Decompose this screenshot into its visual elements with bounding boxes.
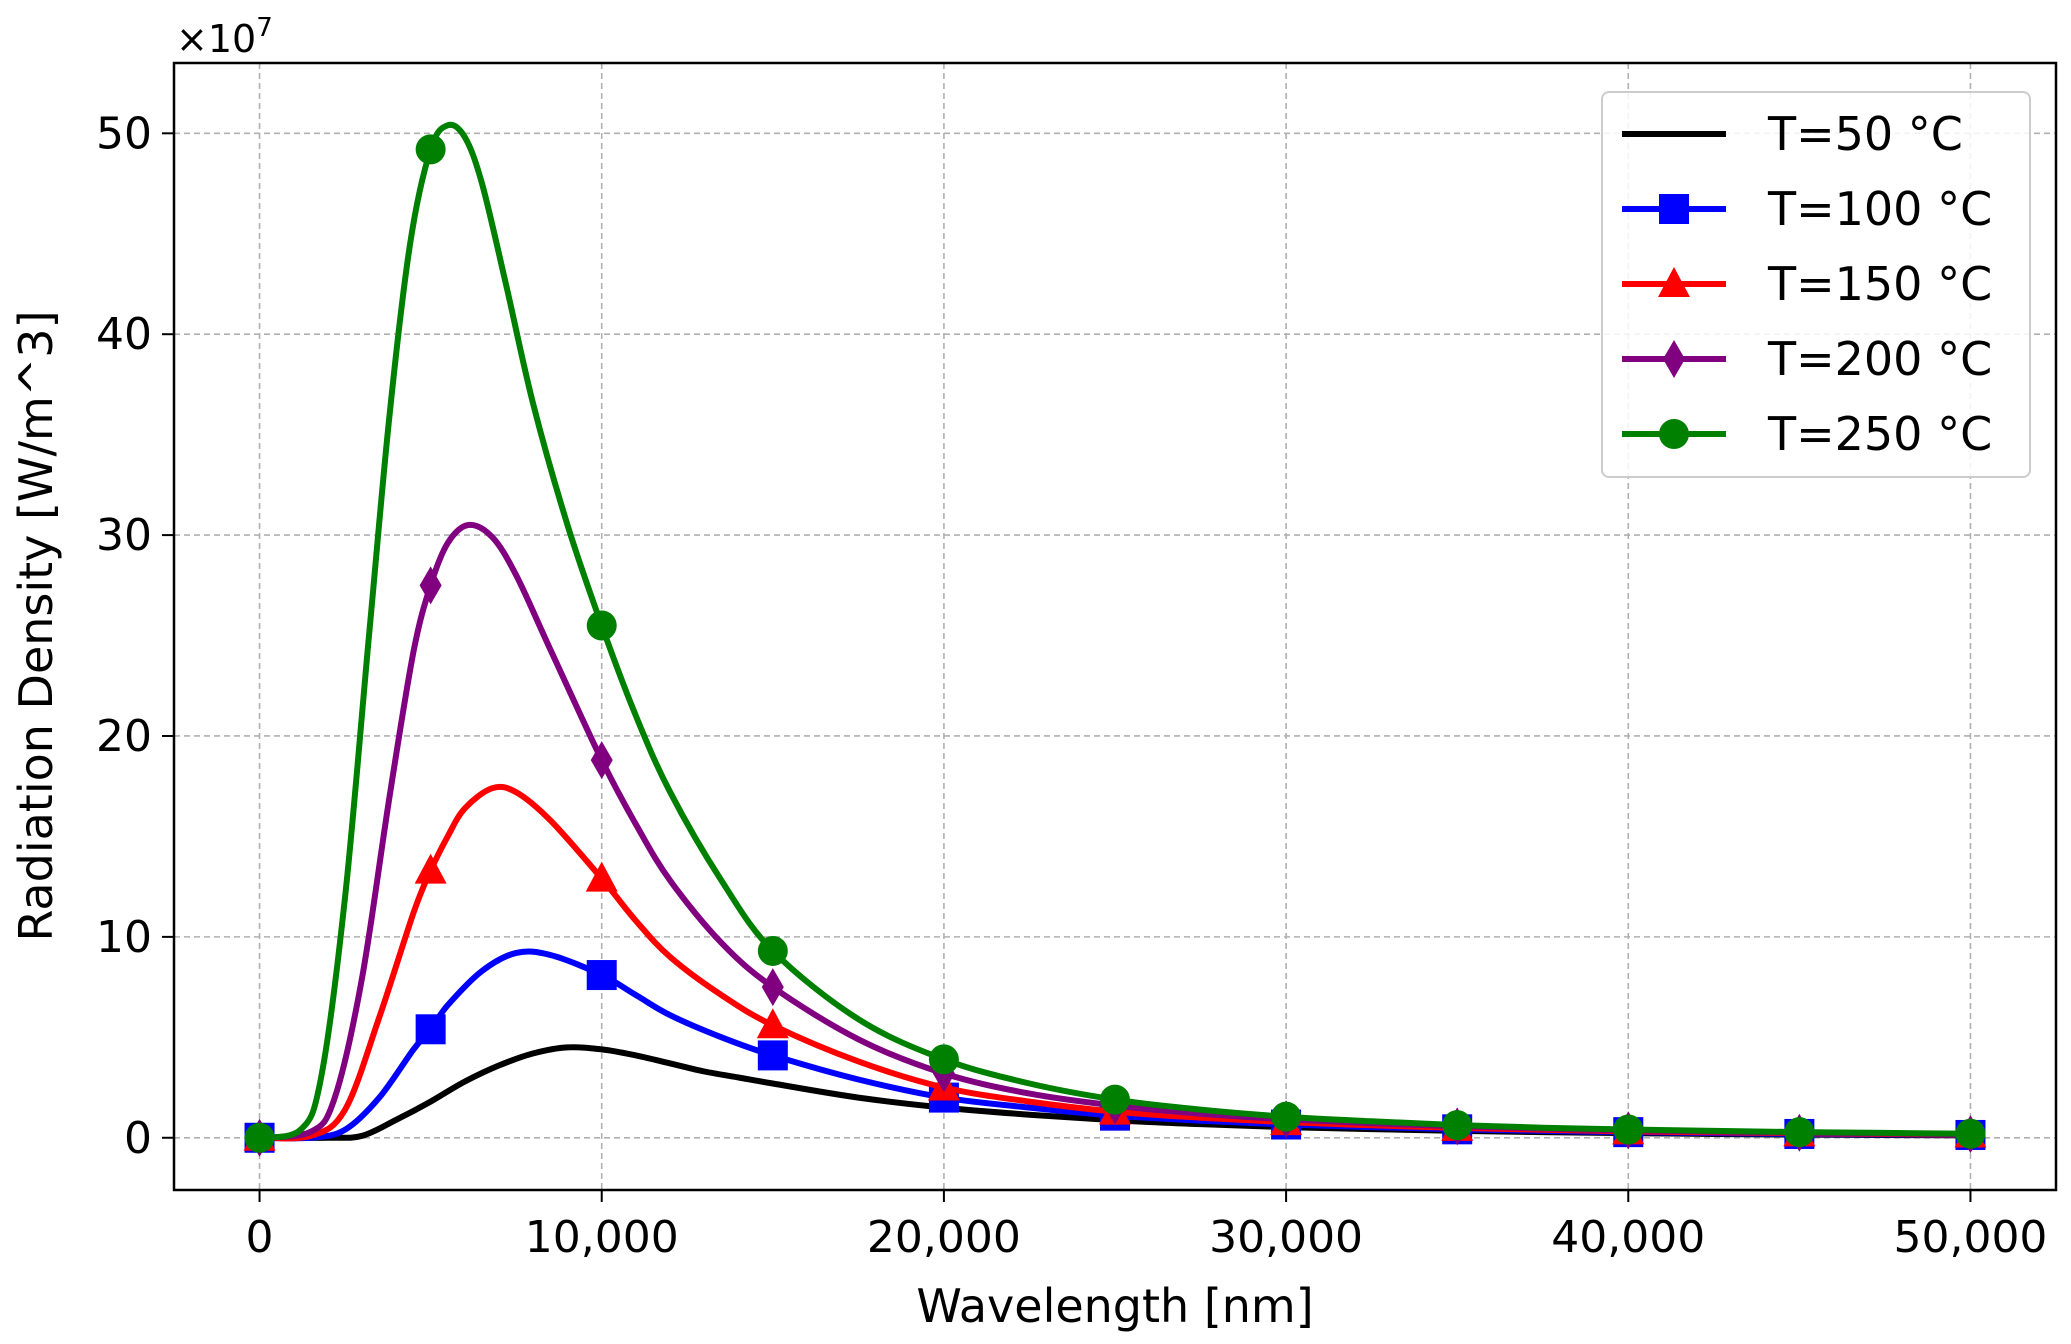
data-point [586, 960, 617, 991]
data-point [414, 853, 447, 884]
y-tick-label: 50 [96, 108, 152, 159]
legend-item: T=150 °C [1622, 257, 1992, 311]
legend-marker [1659, 419, 1689, 449]
data-point [415, 1014, 446, 1045]
data-point [585, 861, 618, 892]
y-tick-label: 30 [96, 510, 152, 561]
series-layer [243, 121, 1987, 1157]
legend: T=50 °C T=100 °C T=150 °C T=200 °C T=250 °C [1601, 91, 2031, 478]
legend-entries: T=50 °C T=100 °C T=150 °C T=200 °C T=250 °C [1622, 107, 1992, 461]
x-axis-title: Wavelength [nm] [916, 1279, 1313, 1333]
y-axis-title: Radiation Density [W/m^3] [9, 310, 63, 941]
legend-label: T=100 °C [1767, 182, 1992, 236]
data-point [761, 968, 784, 1007]
data-point [757, 935, 788, 966]
x-tick-label: 0 [246, 1212, 274, 1263]
legend-box [1601, 91, 2031, 478]
y-tick-label: 40 [96, 309, 152, 360]
x-tick-label: 10,000 [525, 1212, 679, 1263]
data-point [1784, 1117, 1815, 1148]
legend-marker [1658, 267, 1690, 297]
legend-label: T=150 °C [1767, 257, 1992, 311]
legend-marker [1659, 194, 1689, 224]
data-point [590, 741, 613, 780]
legend-item: T=250 °C [1622, 407, 1992, 461]
legend-item: T=200 °C [1622, 332, 1992, 386]
data-point [1955, 1118, 1986, 1149]
x-tick-label: 50,000 [1893, 1212, 2047, 1263]
y-tick-label: 0 [124, 1113, 152, 1164]
data-point [1613, 1114, 1644, 1145]
y-tick-label: 10 [96, 912, 152, 963]
data-point [757, 1040, 788, 1071]
data-point [415, 134, 446, 165]
legend-label: T=250 °C [1767, 407, 1992, 461]
legend-item: T=100 °C [1622, 182, 1992, 236]
x-tick-label: 40,000 [1551, 1212, 1705, 1263]
y-axis: 0 10 20 30 40 50 [96, 108, 174, 1164]
x-tick-label: 20,000 [867, 1212, 1021, 1263]
x-tick-label: 30,000 [1209, 1212, 1363, 1263]
y-tick-label: 20 [96, 711, 152, 762]
data-point [586, 610, 617, 641]
data-point [928, 1044, 959, 1075]
legend-label: T=50 °C [1767, 107, 1963, 161]
y-multiplier: ×107 [176, 13, 273, 61]
legend-label: T=200 °C [1767, 332, 1992, 386]
series-line [256, 521, 1974, 1141]
data-point [244, 1122, 275, 1153]
series-5 [244, 121, 1986, 1153]
data-point [1442, 1110, 1473, 1141]
y-multiplier-exponent: 7 [256, 13, 273, 43]
x-axis: 0 10,000 20,000 30,000 40,000 50,000 [246, 1190, 2047, 1263]
data-point [1100, 1084, 1130, 1115]
legend-marker [1663, 340, 1685, 378]
data-point [756, 1008, 789, 1039]
series-line [256, 121, 1974, 1141]
data-point [419, 566, 442, 605]
data-point [1271, 1101, 1302, 1132]
plot-frame [172, 61, 2058, 1192]
legend-item: T=50 °C [1622, 107, 1963, 161]
